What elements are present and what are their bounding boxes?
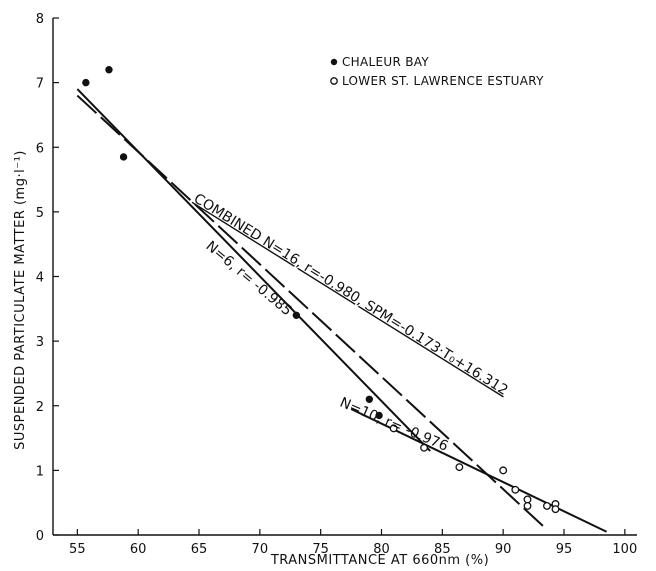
y-tick-label: 8 xyxy=(36,12,44,27)
annotation-combined: COMBINED N=16, r=-0.980, SPM=-0.173·T₀+1… xyxy=(191,191,511,399)
fit-line-chaleur xyxy=(76,88,431,452)
point-chaleur-bay xyxy=(82,78,90,87)
point-st-lawrence xyxy=(551,505,560,514)
y-axis-label: SUSPENDED PARTICULATE MATTER (mg·l⁻¹) xyxy=(13,150,28,450)
point-st-lawrence xyxy=(389,424,398,433)
y-tick-label: 6 xyxy=(36,141,44,156)
y-tick-label: 1 xyxy=(36,464,44,479)
y-tick-label: 7 xyxy=(36,77,44,92)
point-st-lawrence xyxy=(420,443,429,452)
legend-marker-open xyxy=(330,77,338,85)
point-chaleur-bay xyxy=(119,153,128,161)
x-tick-label: 80 xyxy=(373,542,390,557)
fit-lines xyxy=(76,88,608,533)
point-st-lawrence xyxy=(499,466,508,475)
x-tick-label: 95 xyxy=(556,542,573,557)
y-tick-label: 2 xyxy=(36,400,44,415)
point-st-lawrence xyxy=(455,463,464,472)
legend: CHALEUR BAY LOWER ST. LAWRENCE ESTUARY xyxy=(330,55,544,88)
point-chaleur-bay xyxy=(292,311,301,319)
x-tick-label: 65 xyxy=(191,542,208,557)
fit-line-combined xyxy=(76,94,547,530)
annotations: COMBINED N=16, r=-0.980, SPM=-0.173·T₀+1… xyxy=(191,191,511,455)
point-st-lawrence xyxy=(511,485,520,494)
point-chaleur-bay xyxy=(105,65,113,74)
x-tick-label: 70 xyxy=(252,542,269,557)
x-tick-label: 60 xyxy=(130,542,147,557)
x-tick-label: 85 xyxy=(434,542,451,557)
legend-label-st-lawrence: LOWER ST. LAWRENCE ESTUARY xyxy=(342,74,544,88)
point-st-lawrence xyxy=(543,501,551,510)
y-tick-label: 4 xyxy=(36,271,44,286)
x-tick-label: 75 xyxy=(312,542,329,557)
y-tick-label: 3 xyxy=(36,335,44,350)
axes xyxy=(52,18,637,536)
data-points xyxy=(82,65,560,514)
y-tick-label: 5 xyxy=(36,206,44,221)
x-tick-label: 90 xyxy=(495,542,512,557)
y-tick-label: 0 xyxy=(36,529,44,544)
legend-label-chaleur-bay: CHALEUR BAY xyxy=(342,55,429,69)
x-tick-label: 100 xyxy=(612,542,637,557)
point-chaleur-bay xyxy=(375,411,383,420)
point-st-lawrence xyxy=(523,501,532,510)
ticks: 55 60 65 70 75 80 85 90 95 100 0 1 2 3 4 5 6 7 8 xyxy=(36,12,638,557)
x-axis-label: TRANSMITTANCE AT 660nm (%) xyxy=(270,553,489,568)
x-tick-label: 55 xyxy=(69,542,86,557)
point-st-lawrence xyxy=(523,495,532,504)
point-chaleur-bay xyxy=(365,395,374,403)
legend-marker-filled xyxy=(330,58,338,66)
